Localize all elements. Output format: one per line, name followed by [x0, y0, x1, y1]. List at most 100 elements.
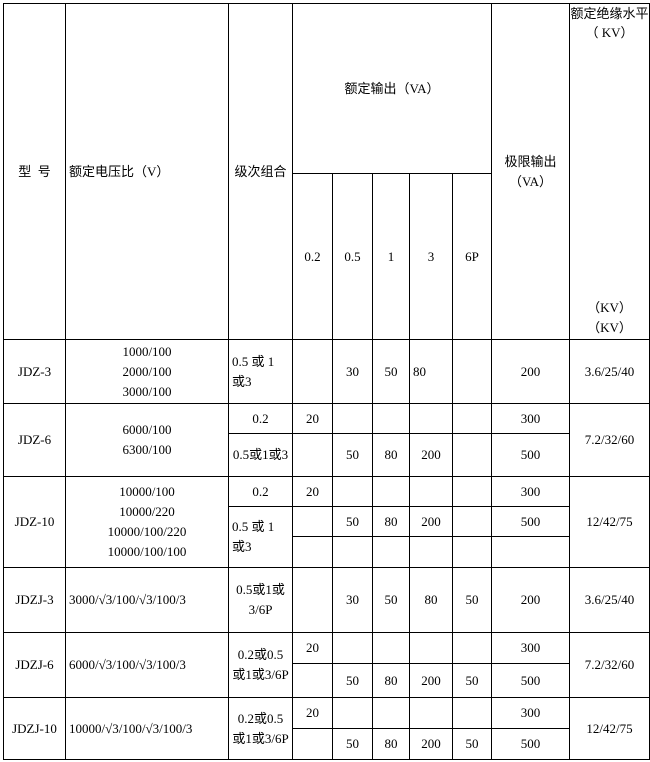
output-6p [452, 632, 492, 664]
output-0.2 [292, 663, 333, 698]
output-0.5 [332, 476, 373, 507]
output-0.5 [332, 697, 373, 729]
output-0.2 [292, 536, 333, 568]
output-0.5 [332, 403, 373, 434]
output-1: 80 [372, 728, 410, 760]
model-cell: JDZ-6 [3, 403, 66, 477]
output-6p [452, 536, 492, 568]
table-row: JDZ-10 10000/100 10000/220 10000/100/220… [3, 476, 650, 568]
model-cell: JDZJ-6 [3, 632, 66, 698]
insulation-cell: 7.2/32/60 [569, 632, 650, 698]
output-3: 200 [409, 728, 453, 760]
output-6p: 50 [452, 663, 492, 698]
table-row: 0.5或1或3 50 80 200 500 [4, 433, 650, 477]
insulation-cell: 7.2/32/60 [569, 403, 650, 477]
model-cell: JDZ-10 [3, 476, 66, 568]
output-1: 80 [372, 663, 410, 698]
header-class-0.2: 0.2 [292, 173, 333, 340]
output-3: 200 [409, 506, 453, 537]
limit-cell: 300 [491, 632, 570, 664]
output-6p [452, 476, 492, 507]
header-insulation: 额定绝缘水平（ KV） （KV） （KV） [569, 3, 650, 340]
class-cell: 0.5 或 1 或3 [228, 339, 293, 404]
voltage-cell: 10000/√3/100/√3/100/3 [65, 697, 229, 760]
header-insulation-unit: （KV） [587, 320, 632, 335]
output-1: 80 [372, 433, 410, 477]
limit-cell [491, 536, 570, 568]
output-6p [452, 403, 492, 434]
voltage-cell: 1000/100 2000/100 3000/100 [65, 339, 229, 404]
voltage-cell: 10000/100 10000/220 10000/100/220 10000/… [65, 476, 229, 568]
voltage-cell: 6000/100 6300/100 [65, 403, 229, 477]
header-rated-output: 额定输出（VA） [292, 3, 492, 174]
output-6p [452, 697, 492, 729]
output-3: 200 [409, 663, 453, 698]
output-3 [409, 632, 453, 664]
insulation-cell: 3.6/25/40 [569, 567, 650, 633]
limit-cell: 500 [491, 728, 570, 760]
output-0.5: 50 [332, 728, 373, 760]
output-0.2: 20 [292, 476, 333, 507]
output-3 [409, 403, 453, 434]
output-3: 80 [409, 339, 453, 404]
output-1 [372, 632, 410, 664]
insulation-cell: 12/42/75 [569, 697, 650, 760]
class-cell: 0.2或0.5或1或3/6P [228, 697, 293, 760]
model-cell: JDZJ-10 [3, 697, 66, 760]
output-0.2 [292, 728, 333, 760]
header-row: 型 号 额定电压比（V） 级次组合 额定输出（VA） 极限输出（VA） 额定绝缘… [3, 3, 650, 340]
header-class-6p: 6P [452, 173, 492, 340]
limit-cell: 500 [491, 433, 570, 477]
output-0.5: 50 [332, 663, 373, 698]
voltage-cell: 3000/√3/100/√3/100/3 [65, 567, 229, 633]
output-1 [372, 536, 410, 568]
insulation-cell: 12/42/75 [569, 476, 650, 568]
output-0.5 [332, 632, 373, 664]
output-0.5: 30 [332, 339, 373, 404]
limit-cell: 500 [491, 506, 570, 537]
output-1: 50 [372, 339, 410, 404]
table-row: JDZ-6 6000/100 6300/100 0.2 20 300 7.2/3… [3, 403, 650, 477]
table-row: 50 80 200 50 500 [4, 728, 650, 760]
header-insulation-unit: （KV） [587, 300, 632, 315]
limit-cell: 300 [491, 476, 570, 507]
transformer-spec-table: 型 号 额定电压比（V） 级次组合 额定输出（VA） 极限输出（VA） 额定绝缘… [3, 3, 650, 760]
output-0.2 [292, 339, 333, 404]
class-cell: 0.2 [228, 476, 293, 507]
model-cell: JDZJ-3 [3, 567, 66, 633]
class-cell: 0.5 或 1 或3 [228, 506, 293, 568]
output-6p [452, 506, 492, 537]
output-0.2 [292, 567, 333, 633]
output-3: 80 [409, 567, 453, 633]
class-cell: 0.5或1或3 [228, 433, 293, 477]
output-0.5: 30 [332, 567, 373, 633]
limit-cell: 300 [491, 697, 570, 729]
output-0.2 [292, 506, 333, 537]
output-0.5: 50 [332, 506, 373, 537]
output-0.5 [332, 536, 373, 568]
class-cell: 0.2或0.5或1或3/6P [228, 632, 293, 698]
table-row: JDZ-3 1000/100 2000/100 3000/100 0.5 或 1… [3, 339, 650, 404]
header-insulation-title: 额定绝缘水平（ KV） [570, 6, 649, 40]
output-3 [409, 697, 453, 729]
header-voltage-ratio: 额定电压比（V） [65, 3, 229, 340]
output-6p: 50 [452, 567, 492, 633]
class-cell: 0.2 [228, 403, 293, 434]
output-0.2: 20 [292, 403, 333, 434]
output-0.5: 50 [332, 433, 373, 477]
output-6p [452, 339, 492, 404]
header-class-3: 3 [409, 173, 453, 340]
limit-cell: 500 [491, 663, 570, 698]
output-3 [409, 476, 453, 507]
output-3 [409, 536, 453, 568]
output-0.2: 20 [292, 697, 333, 729]
output-3: 200 [409, 433, 453, 477]
limit-cell: 200 [491, 339, 570, 404]
limit-cell: 300 [491, 403, 570, 434]
class-cell: 0.5或1或3/6P [228, 567, 293, 633]
output-0.2 [292, 433, 333, 477]
header-class-0.5: 0.5 [332, 173, 373, 340]
header-model: 型 号 [3, 3, 66, 340]
output-1 [372, 476, 410, 507]
header-class-1: 1 [372, 173, 410, 340]
